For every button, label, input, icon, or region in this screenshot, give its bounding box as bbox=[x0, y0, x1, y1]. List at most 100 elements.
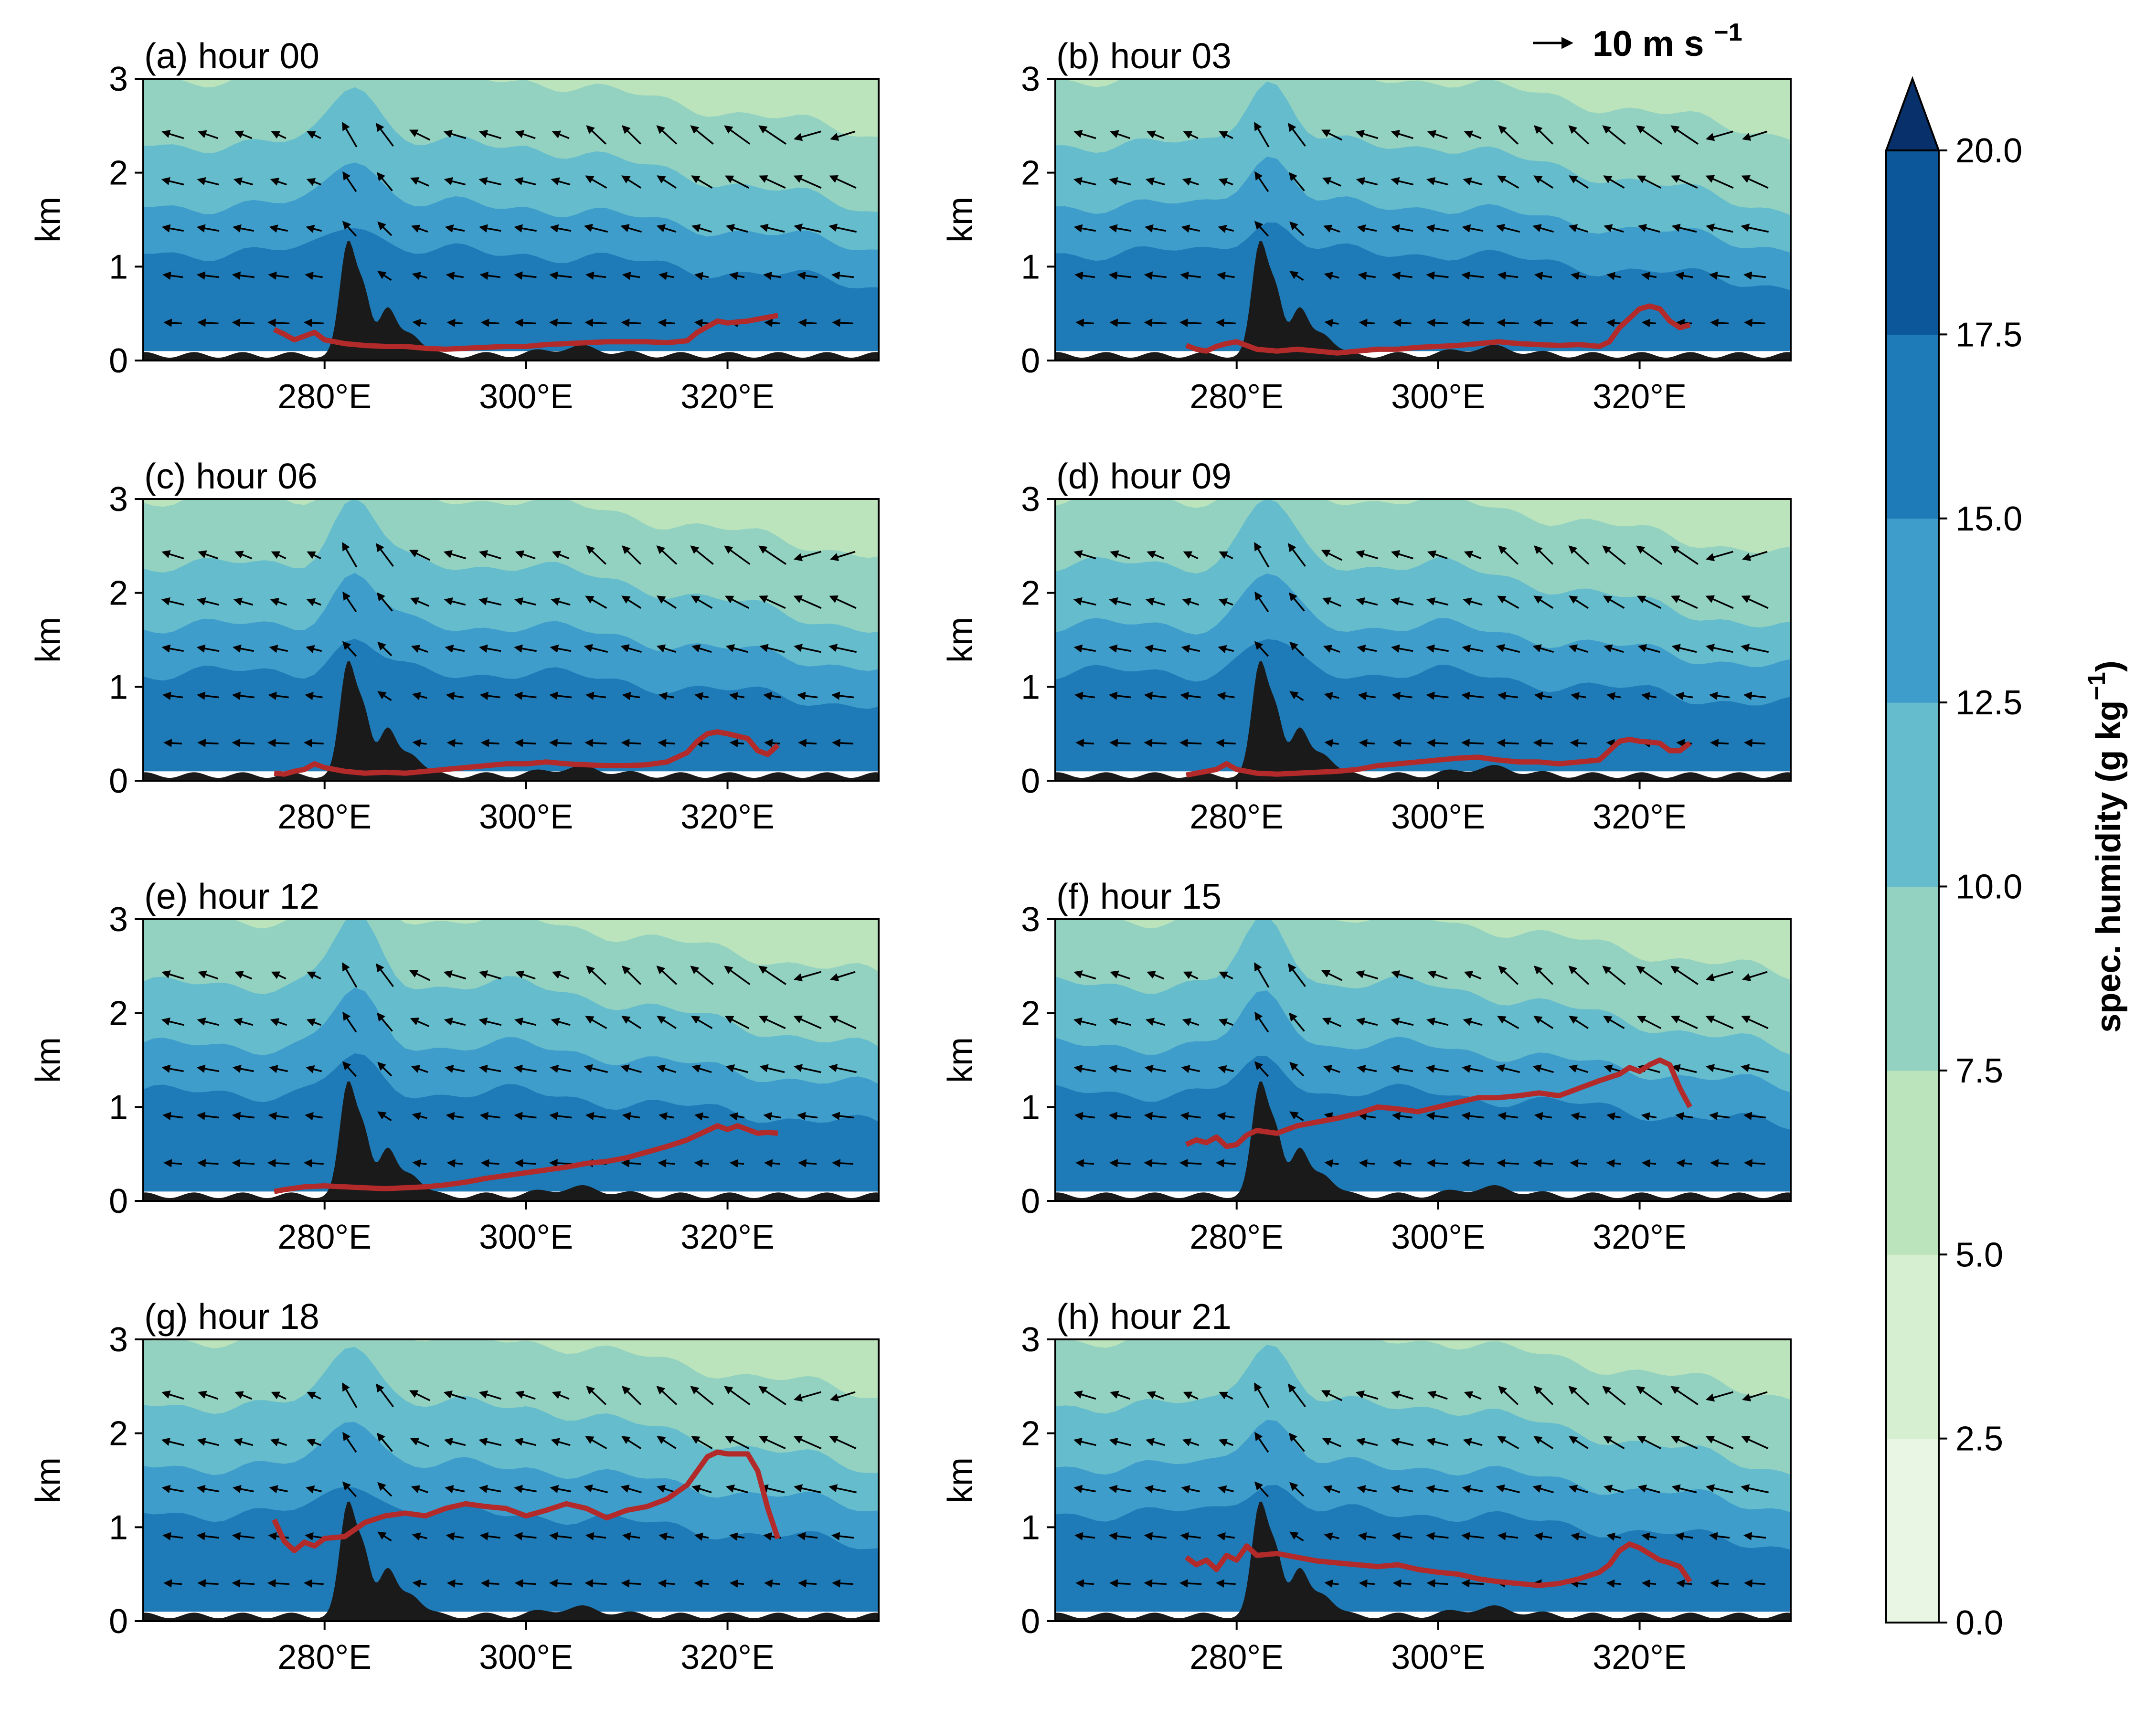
y-tick-label: 0 bbox=[1021, 1602, 1040, 1641]
wind-vector bbox=[1357, 1485, 1377, 1494]
wind-vector bbox=[1254, 591, 1269, 613]
wind-vector bbox=[307, 971, 321, 980]
x-tick-label: 300°E bbox=[1391, 798, 1485, 836]
plot-area bbox=[143, 919, 879, 1201]
wind-vector bbox=[377, 271, 392, 281]
wind-vector bbox=[443, 970, 467, 980]
wind-vector bbox=[1181, 1485, 1200, 1494]
wind-vector bbox=[828, 1484, 857, 1494]
wind-vector bbox=[1180, 271, 1201, 280]
wind-vector bbox=[1289, 691, 1304, 701]
colorbar-segment bbox=[1886, 886, 1939, 1071]
wind-vector bbox=[1636, 175, 1662, 189]
y-axis-label: km bbox=[29, 617, 67, 663]
wind-vector bbox=[479, 1112, 500, 1120]
wind-vector bbox=[197, 1017, 219, 1026]
wind-vector bbox=[1218, 1065, 1234, 1073]
wind-vector bbox=[161, 644, 184, 653]
wind-vector bbox=[1602, 966, 1626, 985]
wind-vector bbox=[1074, 691, 1095, 700]
wind-vector bbox=[1324, 318, 1339, 328]
wind-vector bbox=[1254, 641, 1269, 657]
wind-vector bbox=[1427, 1390, 1448, 1400]
wind-vector bbox=[620, 1064, 642, 1073]
wind-vector bbox=[1498, 966, 1519, 985]
y-tick-label: 1 bbox=[1021, 248, 1040, 286]
y-tick-label: 3 bbox=[109, 60, 128, 98]
wind-vector bbox=[1426, 177, 1449, 186]
wind-vector bbox=[694, 1159, 709, 1168]
wind-vector bbox=[1710, 318, 1729, 327]
colorbar-tick-label: 0.0 bbox=[1955, 1604, 2003, 1642]
wind-vector bbox=[656, 125, 678, 145]
wind-vector bbox=[1497, 318, 1519, 327]
wind-vector bbox=[1108, 1532, 1132, 1540]
wind-vector bbox=[1289, 1482, 1305, 1497]
wind-vector bbox=[725, 224, 748, 233]
wind-vector bbox=[1288, 1012, 1305, 1032]
wind-vector bbox=[1289, 271, 1304, 281]
wind-vector bbox=[1533, 1386, 1554, 1405]
wind-vector bbox=[550, 644, 572, 653]
wind-vector bbox=[196, 644, 220, 653]
wind-vector bbox=[1705, 595, 1734, 609]
wind-vector bbox=[694, 692, 709, 700]
colorbar-label-exponent: −1 bbox=[2083, 672, 2111, 700]
wind-vector bbox=[342, 542, 358, 568]
wind-vector bbox=[1568, 224, 1589, 233]
wind-vector bbox=[656, 545, 678, 565]
wind-vector bbox=[829, 595, 857, 609]
wind-vector bbox=[233, 597, 254, 606]
wind-vector bbox=[515, 970, 536, 980]
wind-vector bbox=[621, 595, 642, 609]
wind-vector bbox=[1182, 1438, 1200, 1446]
wind-vector bbox=[1426, 318, 1448, 327]
y-tick-label: 3 bbox=[109, 901, 128, 939]
wind-vector bbox=[585, 1436, 607, 1450]
wind-vector bbox=[377, 641, 393, 657]
wind-vector bbox=[1568, 966, 1590, 985]
wind-vector bbox=[1254, 1061, 1269, 1077]
wind-vector bbox=[410, 1018, 429, 1027]
wind-vector bbox=[1706, 1064, 1733, 1073]
x-tick-label: 280°E bbox=[1190, 378, 1284, 416]
wind-vector bbox=[1218, 1018, 1233, 1027]
wind-vector bbox=[586, 966, 607, 985]
y-tick-label: 3 bbox=[1021, 1321, 1040, 1359]
wind-vector bbox=[1497, 595, 1519, 609]
wind-vector bbox=[729, 692, 745, 700]
wind-vector bbox=[1110, 970, 1131, 980]
wind-vector bbox=[411, 645, 428, 653]
wind-vector bbox=[1675, 691, 1693, 700]
wind-vector bbox=[1603, 175, 1625, 189]
wind-vector bbox=[1462, 1064, 1484, 1073]
wind-vector bbox=[1533, 1159, 1553, 1167]
wind-vector bbox=[1461, 1159, 1484, 1167]
x-tick-label: 280°E bbox=[277, 1638, 372, 1677]
wind-vector bbox=[690, 545, 714, 565]
wind-vector bbox=[1357, 1065, 1377, 1073]
wind-vector bbox=[1498, 1386, 1519, 1405]
wind-vector bbox=[759, 175, 786, 189]
wind-vector bbox=[514, 644, 537, 653]
y-axis-label: km bbox=[941, 617, 979, 663]
wind-vector bbox=[445, 645, 465, 653]
x-tick-label: 300°E bbox=[1391, 1218, 1485, 1256]
y-axis-label: km bbox=[941, 1037, 979, 1083]
wind-vector bbox=[1641, 318, 1657, 328]
wind-vector bbox=[234, 130, 253, 139]
wind-vector bbox=[586, 545, 607, 565]
wind-vector bbox=[377, 1482, 393, 1497]
wind-vector bbox=[1288, 1432, 1305, 1452]
wind-vector bbox=[1709, 1112, 1730, 1120]
wind-vector bbox=[658, 1159, 675, 1167]
wind-vector bbox=[1705, 1015, 1734, 1029]
wind-vector bbox=[729, 1579, 744, 1588]
panel-title: (d) hour 09 bbox=[1056, 456, 1232, 496]
wind-vector bbox=[1675, 271, 1693, 280]
wind-vector bbox=[1321, 129, 1343, 141]
y-tick-label: 3 bbox=[109, 1321, 128, 1359]
wind-vector bbox=[196, 1064, 220, 1073]
wind-vector bbox=[694, 272, 709, 280]
y-tick-label: 1 bbox=[1021, 1508, 1040, 1547]
